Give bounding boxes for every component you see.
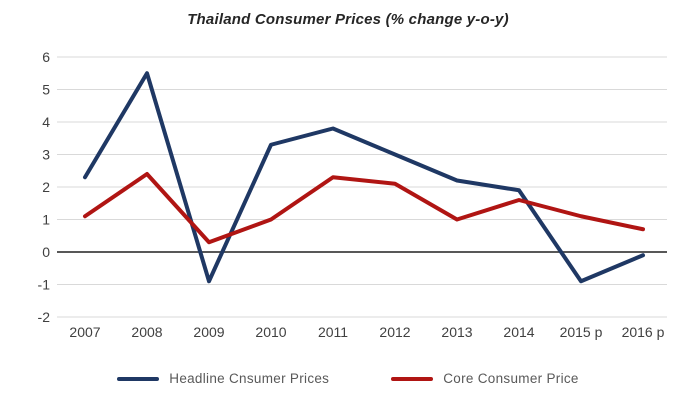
core-series-marker-line xyxy=(391,376,434,381)
y-tick-label: -2 xyxy=(38,309,51,325)
y-tick-label: 6 xyxy=(42,49,50,65)
y-tick-label: 2 xyxy=(42,179,50,195)
series-line-core xyxy=(83,172,645,245)
y-tick-label: -1 xyxy=(38,277,51,293)
y-tick-label: 1 xyxy=(42,212,50,228)
y-tick-label: 5 xyxy=(42,82,50,98)
x-tick-label: 2011 xyxy=(318,324,348,340)
x-tick-label: 2009 xyxy=(193,324,224,340)
x-tick-label: 2012 xyxy=(379,324,410,340)
chart-title: Thailand Consumer Prices (% change y-o-y… xyxy=(187,11,509,28)
headline-series-label: Headline Cnsumer Prices xyxy=(169,371,330,386)
x-tick-label: 2010 xyxy=(255,324,286,340)
y-tick-label: 4 xyxy=(42,114,50,130)
line-chart-plot-area: 6 5 4 3 2 1 0 -1 -2 2007 2008 2009 2010 2011 2012 2013 2… xyxy=(38,49,667,340)
legend-item-headline: Headline Cnsumer Prices xyxy=(117,371,329,386)
x-tick-label: 2013 xyxy=(441,324,472,340)
x-tick-label: 2007 xyxy=(69,324,100,340)
x-tick-label: 2014 xyxy=(503,324,534,340)
chart-legend: Headline Cnsumer Prices Core Consumer Pr… xyxy=(0,371,696,386)
y-tick-label: 3 xyxy=(42,147,50,163)
headline-series-marker-line xyxy=(117,376,160,381)
series-line-headline xyxy=(83,71,645,284)
core-series-label: Core Consumer Price xyxy=(443,371,579,386)
y-tick-label: 0 xyxy=(42,244,50,260)
x-tick-label: 2008 xyxy=(131,324,162,340)
x-tick-label: 2016 p xyxy=(622,324,665,340)
x-tick-label: 2015 p xyxy=(560,324,603,340)
legend-item-core: Core Consumer Price xyxy=(391,371,579,386)
